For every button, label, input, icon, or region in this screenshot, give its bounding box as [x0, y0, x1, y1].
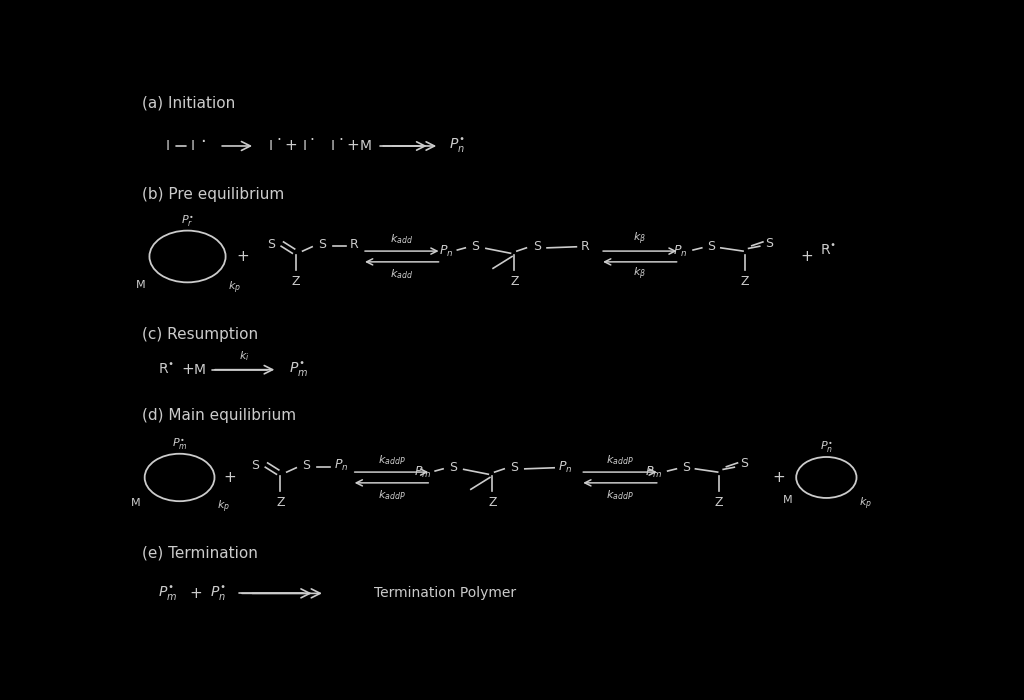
- Text: I: I: [269, 139, 272, 153]
- Text: S: S: [302, 459, 310, 472]
- Text: $P_n^{\bullet}$: $P_n^{\bullet}$: [210, 584, 225, 603]
- Text: M: M: [136, 280, 145, 290]
- Text: (a) Initiation: (a) Initiation: [142, 95, 236, 111]
- Text: S: S: [532, 240, 541, 253]
- Text: $P_m$: $P_m$: [414, 465, 431, 480]
- Text: $P_n$: $P_n$: [334, 458, 349, 473]
- Text: S: S: [682, 461, 690, 475]
- Text: S: S: [251, 459, 259, 472]
- Text: S: S: [472, 240, 479, 253]
- Text: Z: Z: [715, 496, 724, 510]
- Text: S: S: [739, 458, 748, 470]
- Text: +: +: [181, 362, 194, 377]
- Text: $k_p$: $k_p$: [228, 280, 241, 296]
- Text: $k_{add}$: $k_{add}$: [390, 232, 414, 246]
- Text: +: +: [189, 586, 202, 601]
- Text: $k_p$: $k_p$: [217, 498, 230, 515]
- Text: $P_m^{\bullet}$: $P_m^{\bullet}$: [172, 437, 187, 452]
- Text: +: +: [346, 139, 359, 153]
- Text: I: I: [191, 139, 196, 153]
- Text: +: +: [223, 470, 236, 485]
- Text: $k_\beta$: $k_\beta$: [633, 266, 646, 283]
- Text: +: +: [800, 249, 813, 264]
- Text: +: +: [237, 249, 250, 264]
- Text: $k_{addP}$: $k_{addP}$: [606, 489, 634, 502]
- Text: M: M: [194, 363, 206, 377]
- Text: Z: Z: [740, 275, 749, 288]
- Text: S: S: [708, 240, 716, 253]
- Text: $k_{addP}$: $k_{addP}$: [378, 489, 406, 502]
- Text: Z: Z: [488, 496, 497, 510]
- Text: I: I: [331, 139, 335, 153]
- Text: $P_n^{\bullet}$: $P_n^{\bullet}$: [820, 440, 833, 456]
- Text: $k_\beta$: $k_\beta$: [633, 230, 646, 247]
- Text: $k_p$: $k_p$: [859, 496, 871, 512]
- Text: R: R: [350, 238, 359, 251]
- Text: Z: Z: [510, 275, 519, 288]
- Text: Z: Z: [292, 275, 300, 288]
- Text: S: S: [318, 238, 327, 251]
- Text: M: M: [131, 498, 140, 508]
- Text: I: I: [166, 139, 170, 153]
- Text: Termination Polymer: Termination Polymer: [374, 587, 516, 601]
- Text: M: M: [360, 139, 372, 153]
- Text: R$^{\bullet}$: R$^{\bullet}$: [820, 244, 836, 258]
- Text: S: S: [450, 461, 458, 475]
- Text: S: S: [267, 238, 274, 251]
- Text: $P_n$: $P_n$: [558, 460, 572, 475]
- Text: (e) Termination: (e) Termination: [142, 545, 258, 561]
- Text: $k_{add}$: $k_{add}$: [390, 267, 414, 281]
- Text: ·: ·: [338, 133, 343, 148]
- Text: $P_m^{\bullet}$: $P_m^{\bullet}$: [289, 360, 308, 379]
- Text: S: S: [765, 237, 773, 249]
- Text: $k_{addP}$: $k_{addP}$: [378, 453, 406, 467]
- Text: $P_m^{\bullet}$: $P_m^{\bullet}$: [158, 584, 177, 603]
- Text: Z: Z: [276, 496, 285, 510]
- Text: +: +: [285, 139, 297, 153]
- Text: ·: ·: [276, 133, 282, 148]
- Text: R: R: [581, 240, 589, 253]
- Text: (b) Pre equilibrium: (b) Pre equilibrium: [142, 187, 285, 202]
- Text: $k_i$: $k_i$: [240, 349, 250, 363]
- Text: R$^{\bullet}$: R$^{\bullet}$: [158, 363, 174, 377]
- Text: $P_n$: $P_n$: [673, 244, 687, 258]
- Text: $P_n^{\bullet}$: $P_n^{\bullet}$: [450, 136, 465, 155]
- Text: (d) Main equilibrium: (d) Main equilibrium: [142, 408, 296, 423]
- Text: $P_n$: $P_n$: [439, 244, 454, 258]
- Text: (c) Resumption: (c) Resumption: [142, 327, 258, 342]
- Text: $P_r^{\bullet}$: $P_r^{\bullet}$: [181, 214, 194, 229]
- Text: +: +: [772, 470, 785, 485]
- Text: ·: ·: [309, 133, 314, 148]
- Text: I: I: [302, 139, 306, 153]
- Text: $P_m$: $P_m$: [645, 465, 663, 480]
- Text: S: S: [511, 461, 518, 475]
- Text: ·: ·: [201, 133, 206, 150]
- Text: $k_{addP}$: $k_{addP}$: [606, 453, 634, 467]
- Text: M: M: [782, 496, 793, 505]
